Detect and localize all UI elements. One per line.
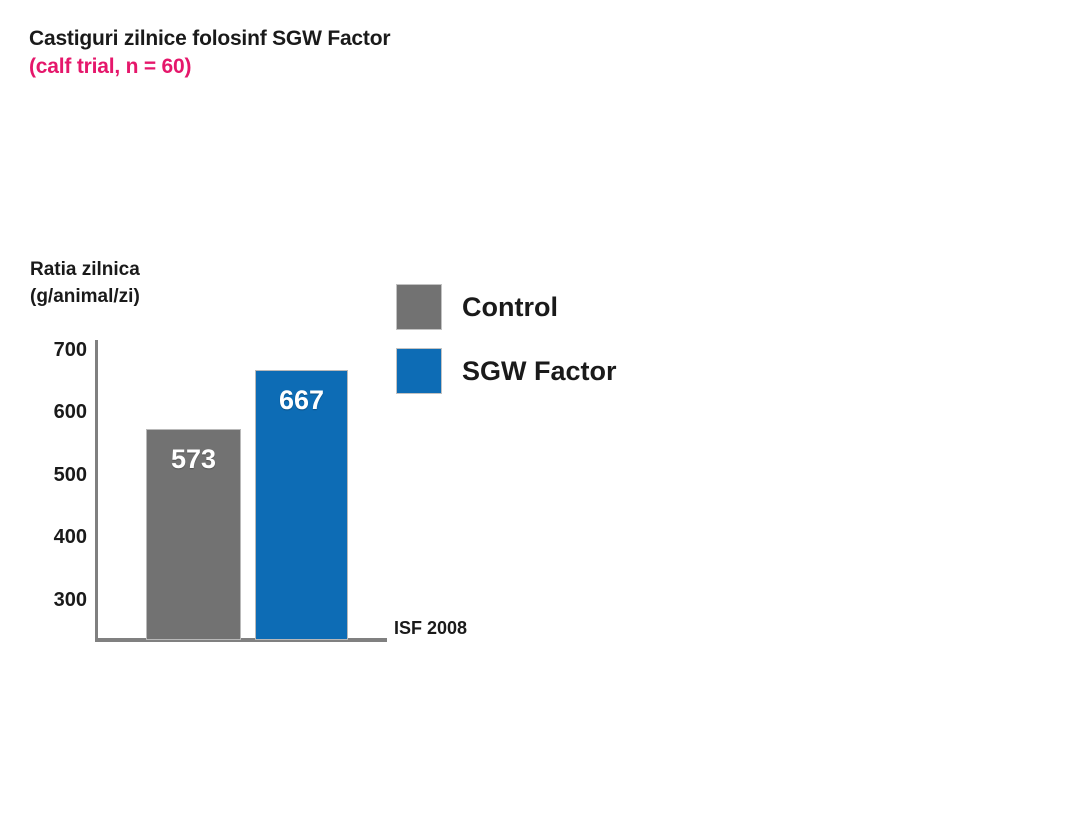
legend-swatch-icon xyxy=(396,284,442,330)
page-title: Castiguri zilnice folosinf SGW Factor xyxy=(29,27,391,50)
legend-label: SGW Factor xyxy=(462,356,617,386)
y-axis-line xyxy=(95,340,98,641)
source-note: ISF 2008 xyxy=(394,618,468,638)
y-tick-400: 400 xyxy=(25,527,87,547)
y-tick-700: 700 xyxy=(25,340,87,360)
legend-swatch-icon xyxy=(396,348,442,394)
y-tick-500: 500 xyxy=(25,465,87,485)
y-tick-label: 600 xyxy=(53,401,87,423)
bar-control[interactable]: 573 xyxy=(146,429,241,640)
y-axis-title: Ratia zilnica (g/animal/zi) xyxy=(30,256,290,310)
y-axis-title-line-2: (g/animal/zi) xyxy=(30,286,140,307)
y-tick-label: 700 xyxy=(53,339,87,361)
y-tick-label: 300 xyxy=(53,589,87,611)
y-tick-600: 600 xyxy=(25,402,87,422)
chart-subtitle: (calf trial, n = 60) xyxy=(29,55,192,78)
bar-value-label: 667 xyxy=(278,385,325,415)
legend-label: Control xyxy=(462,292,558,322)
x-axis-line xyxy=(95,638,387,642)
y-axis-title-line-1: Ratia zilnica xyxy=(30,259,140,280)
y-tick-label: 500 xyxy=(53,464,87,486)
title-block: Castiguri zilnice folosinf SGW Factor (c… xyxy=(29,26,729,80)
bar-value-label: 573 xyxy=(170,444,217,474)
y-tick-label: 400 xyxy=(53,526,87,548)
y-tick-300: 300 xyxy=(25,590,87,610)
bar-sgw-factor[interactable]: 667 xyxy=(255,370,348,640)
